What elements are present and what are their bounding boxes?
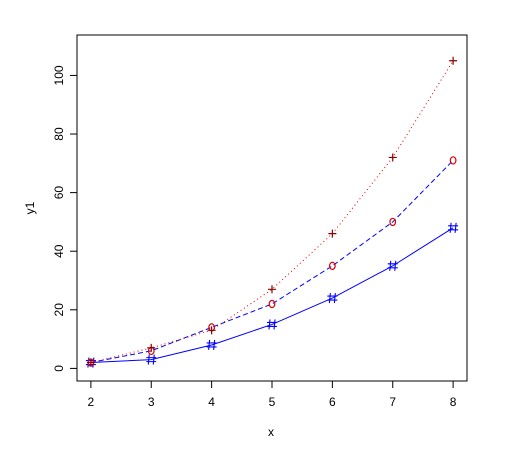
x-tick-label: 7 [389,395,396,409]
marker [328,229,337,238]
marker [267,319,277,330]
marker [387,260,398,271]
marker [328,261,336,271]
x-tick-label: 2 [88,395,95,409]
plot-box [76,34,468,382]
y-axis-label: y1 [23,201,37,214]
series-line [90,160,454,364]
marker [147,343,156,352]
marker [268,299,276,309]
x-tick-label: 3 [148,395,155,409]
x-tick-label: 5 [269,395,276,409]
x-tick-label: 6 [329,395,336,409]
x-axis-label: x [268,425,274,439]
marker [389,217,397,227]
marker [86,358,95,367]
y-tick-label: 40 [52,244,66,258]
marker [146,354,157,365]
marker [206,339,217,351]
marker [388,153,397,162]
y-tick-label: 0 [52,365,66,372]
series-line [90,60,454,364]
marker [268,285,276,294]
marker [449,156,457,165]
marker [449,56,458,65]
x-tick-label: 4 [208,395,215,409]
series-line [90,227,454,364]
x-tick-label: 8 [450,395,457,409]
y-tick-label: 20 [52,303,66,317]
marker [327,293,338,304]
y-tick-label: 100 [52,65,66,85]
marker [207,326,216,335]
marker [448,222,459,233]
y-tick-label: 60 [52,186,66,200]
y-tick-label: 80 [52,127,66,141]
